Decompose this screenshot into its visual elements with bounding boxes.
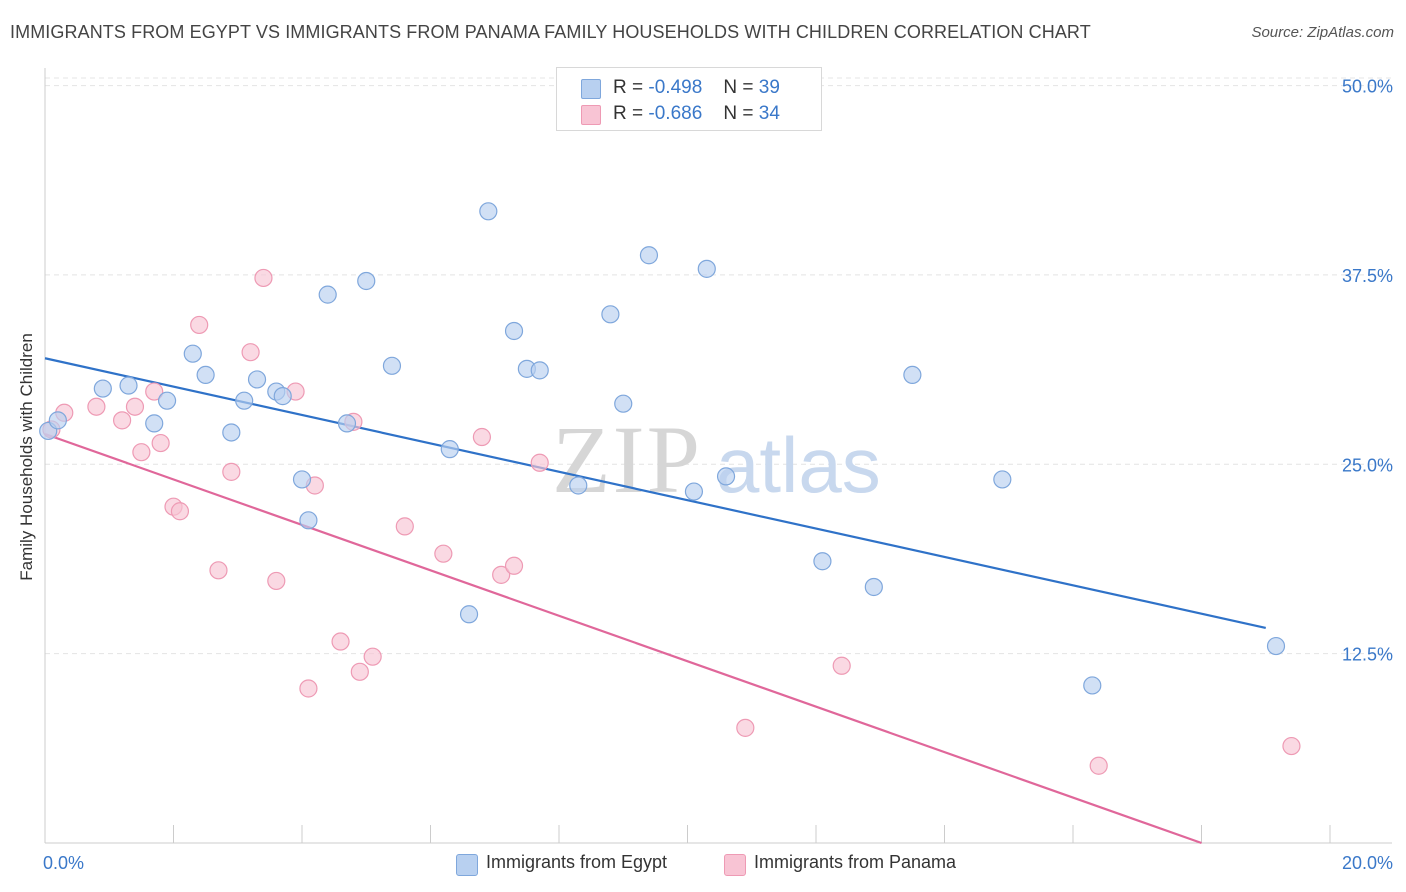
egypt-point — [440, 440, 459, 459]
tick-labels: 12.5% 25.0% 37.5% 50.0% 0.0% 20.0% — [43, 77, 1393, 873]
egypt-trend-line — [44, 357, 1266, 629]
egypt-point — [864, 577, 883, 597]
bottom-panama-swatch — [724, 854, 746, 876]
egypt-point — [247, 370, 267, 389]
egypt-n-label: N = — [723, 77, 754, 98]
egypt-r-label: R = — [613, 77, 644, 98]
panama-point — [434, 544, 453, 563]
panama-point — [209, 561, 228, 580]
egypt-point — [569, 476, 588, 495]
panama-point — [145, 382, 164, 401]
x-tick-label-max: 20.0% — [1342, 853, 1393, 873]
panama-point — [241, 343, 260, 362]
egypt-n-value: 39 — [758, 77, 780, 98]
egypt-point — [382, 356, 402, 375]
bottom-egypt-swatch — [456, 854, 478, 876]
egypt-point — [299, 511, 318, 530]
egypt-point — [273, 387, 292, 406]
egypt-point — [183, 344, 202, 363]
panama-n-label: N = — [723, 103, 754, 124]
egypt-point — [93, 379, 112, 398]
panama-point — [254, 268, 273, 288]
panama-point — [1282, 736, 1301, 756]
egypt-point — [479, 202, 498, 221]
egypt-point — [530, 361, 549, 380]
y-tick-label: 50.0% — [1342, 77, 1393, 97]
panama-point — [190, 315, 209, 335]
egypt-point — [1083, 676, 1102, 695]
source-label: Source: ZipAtlas.com — [1251, 24, 1394, 41]
panama-point — [267, 571, 286, 591]
panama-point — [87, 397, 106, 416]
egypt-point — [716, 467, 736, 486]
y-tick-label: 25.0% — [1342, 455, 1393, 475]
panama-point — [350, 662, 369, 681]
y-tick-label: 12.5% — [1342, 645, 1393, 665]
egypt-point — [48, 411, 67, 430]
egypt-point — [601, 305, 620, 324]
y-tick-label: 37.5% — [1342, 266, 1393, 286]
panama-point — [299, 679, 318, 698]
watermark: ZIP atlas — [552, 406, 881, 513]
panama-point — [132, 443, 151, 462]
egypt-swatch — [581, 79, 601, 99]
panama-point — [363, 647, 382, 666]
egypt-point — [222, 423, 241, 442]
bottom-panama-label: Immigrants from Panama — [754, 852, 957, 872]
panama-point — [1089, 756, 1108, 775]
panama-r-label: R = — [613, 103, 644, 124]
panama-point — [151, 433, 170, 453]
watermark-atlas: atlas — [716, 421, 881, 509]
correlation-legend: R = -0.498 N = 39 R = -0.686 N = 34 — [556, 67, 822, 131]
panama-point — [331, 632, 350, 651]
egypt-point — [903, 365, 922, 385]
egypt-point — [235, 391, 254, 410]
panama-trend-line — [44, 432, 1202, 845]
panama-point — [504, 556, 524, 575]
axes — [44, 68, 1392, 844]
egypt-point — [697, 259, 716, 278]
panama-r-value: -0.686 — [648, 103, 703, 124]
bottom-egypt-label: Immigrants from Egypt — [486, 852, 668, 872]
panama-point — [112, 411, 132, 430]
panama-point — [472, 427, 491, 447]
panama-point — [530, 453, 549, 472]
egypt-point — [157, 391, 177, 410]
egypt-r-value: -0.498 — [648, 77, 703, 98]
panama-point — [125, 397, 145, 416]
x-tick-label-min: 0.0% — [43, 853, 84, 873]
panama-point — [832, 656, 851, 675]
panama-n-value: 34 — [758, 103, 780, 124]
egypt-point — [1266, 636, 1286, 656]
grid-lines — [45, 77, 1392, 655]
egypt-point — [145, 414, 164, 433]
egypt-point — [504, 321, 524, 341]
watermark-zip: ZIP — [552, 406, 702, 513]
egypt-point — [357, 271, 376, 291]
panama-swatch — [581, 105, 601, 125]
data-points — [39, 202, 1301, 775]
egypt-point — [639, 246, 659, 265]
egypt-point — [993, 470, 1012, 489]
egypt-point — [318, 285, 337, 304]
panama-point — [395, 517, 414, 536]
egypt-point — [813, 552, 832, 571]
egypt-point — [684, 482, 704, 501]
egypt-point — [292, 470, 312, 489]
panama-point — [736, 718, 755, 737]
egypt-point — [614, 394, 633, 413]
panama-point — [492, 565, 511, 584]
panama-point — [222, 462, 241, 481]
chart-title: IMMIGRANTS FROM EGYPT VS IMMIGRANTS FROM… — [10, 22, 1091, 42]
egypt-point — [337, 414, 357, 433]
panama-point — [170, 502, 190, 521]
egypt-point — [196, 365, 215, 385]
egypt-point — [459, 605, 479, 624]
egypt-point — [119, 376, 138, 395]
